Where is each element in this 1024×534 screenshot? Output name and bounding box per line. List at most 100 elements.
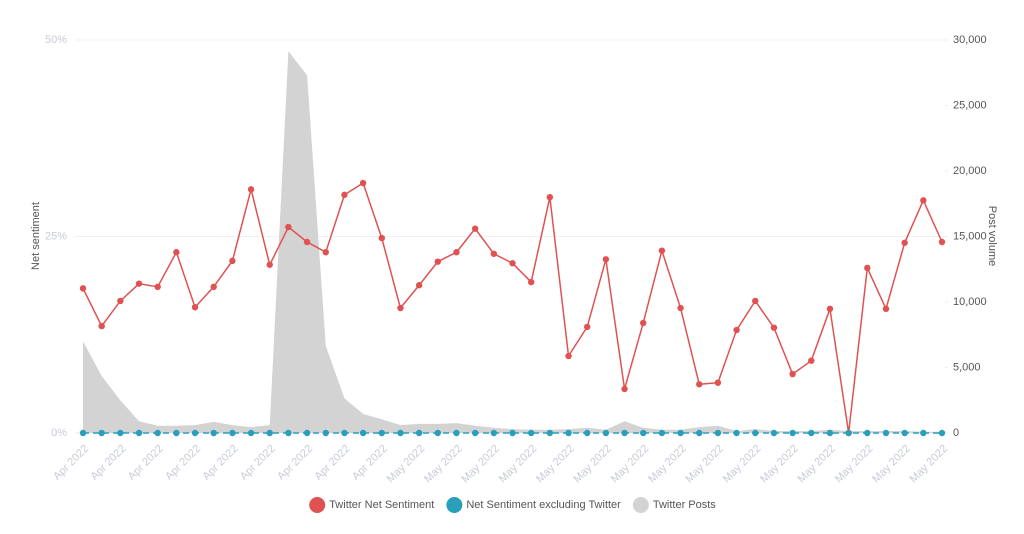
point: [415, 282, 423, 289]
point: [677, 304, 684, 312]
y2-axis-label: Post volume: [986, 206, 998, 267]
point: [359, 429, 367, 437]
point: [901, 429, 908, 437]
point: [303, 238, 311, 246]
y-tick-label: 0%: [51, 427, 67, 439]
point: [303, 429, 311, 437]
point: [397, 429, 404, 437]
point: [471, 429, 479, 437]
x-tick-label: May 2022: [758, 443, 801, 486]
point: [285, 429, 292, 437]
x-tick-label: Apr 2022: [238, 443, 278, 483]
x-tick-label: Apr 2022: [88, 443, 128, 483]
point: [864, 264, 871, 272]
x-tick-label: May 2022: [385, 443, 428, 486]
x-tick-label: May 2022: [683, 443, 726, 486]
area: [83, 51, 942, 433]
point: [826, 429, 834, 437]
y2-tick-label: 5,000: [953, 361, 981, 373]
point: [397, 304, 404, 312]
point: [98, 322, 105, 330]
point: [527, 429, 535, 437]
point: [583, 429, 591, 437]
point: [415, 429, 423, 437]
point: [509, 429, 516, 437]
point: [378, 429, 385, 437]
point: [752, 297, 759, 305]
x-tick-label: May 2022: [870, 443, 913, 486]
point: [135, 429, 143, 437]
point: [714, 379, 722, 386]
point: [322, 429, 329, 437]
point: [509, 260, 516, 267]
y2-tick-label: 30,000: [953, 34, 987, 46]
point: [229, 429, 236, 437]
point: [359, 179, 367, 187]
point: [920, 429, 927, 437]
y-tick-label: 50%: [45, 34, 67, 46]
x-tick-label: Apr 2022: [201, 443, 241, 483]
x-tick-label: May 2022: [908, 443, 951, 486]
point: [378, 234, 385, 242]
point: [527, 278, 535, 286]
point: [229, 257, 236, 265]
point: [98, 429, 105, 437]
point: [434, 258, 442, 265]
point: [565, 429, 572, 437]
y2-tick-label: 10,000: [953, 296, 987, 308]
point: [621, 385, 628, 393]
point: [79, 429, 87, 437]
point: [640, 429, 647, 437]
point: [173, 249, 180, 256]
point: [621, 429, 628, 437]
point: [490, 429, 498, 437]
point: [752, 429, 759, 437]
point: [882, 429, 890, 437]
point: [191, 304, 199, 311]
x-tick-label: Apr 2022: [126, 443, 166, 483]
x-tick-label: Apr 2022: [51, 443, 91, 483]
point: [453, 429, 460, 437]
point: [602, 429, 610, 437]
y2-tick-label: 0: [953, 427, 959, 439]
point: [565, 352, 572, 360]
point: [341, 191, 348, 199]
point: [845, 429, 852, 437]
point: [135, 280, 143, 287]
y-axis-label: Net sentiment: [30, 202, 42, 270]
point: [471, 225, 479, 232]
point: [191, 429, 199, 437]
point: [154, 429, 161, 437]
x-tick-label: May 2022: [459, 443, 502, 486]
x-tick-label: May 2022: [422, 443, 465, 486]
legend-marker: [309, 497, 326, 513]
point: [789, 429, 796, 437]
point: [453, 249, 460, 256]
legend: Twitter Net Sentiment Net Sentiment exclu…: [309, 497, 716, 513]
x-tick-label: Apr 2022: [163, 443, 203, 483]
point: [696, 381, 703, 388]
point: [285, 223, 292, 231]
point: [864, 429, 871, 437]
point: [901, 239, 908, 246]
point: [117, 297, 124, 305]
point: [714, 429, 722, 437]
point: [677, 429, 684, 437]
y2-tick-label: 20,000: [953, 165, 987, 177]
point: [79, 285, 87, 292]
point: [490, 250, 498, 257]
point: [546, 429, 554, 437]
point: [247, 429, 255, 437]
legend-label: Net Sentiment excluding Twitter: [466, 499, 621, 511]
point: [808, 429, 815, 437]
y2-tick-label: 15,000: [953, 230, 987, 242]
point: [658, 429, 666, 437]
legend-label: Twitter Posts: [653, 499, 716, 511]
point: [602, 256, 610, 263]
x-tick-label: May 2022: [646, 443, 689, 486]
point: [266, 429, 273, 437]
x-tick-label: Apr 2022: [313, 443, 353, 483]
point: [808, 357, 815, 364]
x-tick-label: May 2022: [795, 443, 838, 486]
